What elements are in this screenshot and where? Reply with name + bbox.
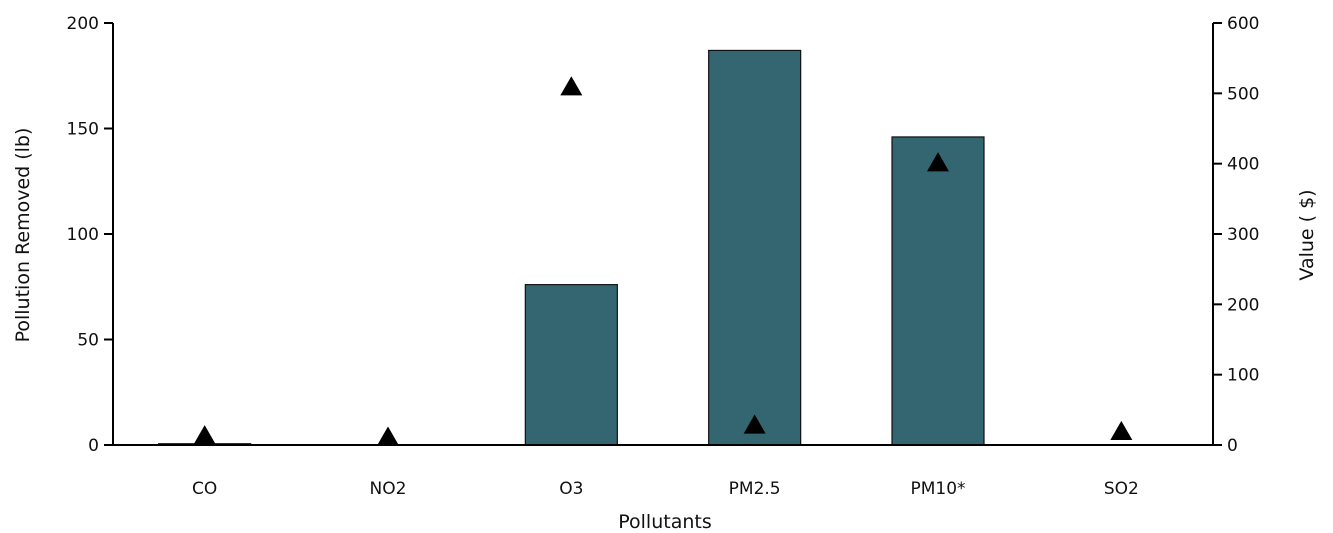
y-left-tick-label: 200 <box>67 14 99 34</box>
x-tick-label: CO <box>192 479 217 499</box>
y-left-tick-label: 150 <box>67 120 99 140</box>
bar-pm25 <box>708 49 802 446</box>
marker-co <box>193 425 216 445</box>
y-right-tick-label: 500 <box>1227 84 1259 104</box>
y-right-tick-label: 200 <box>1227 295 1259 315</box>
y-left-tick-label: 0 <box>88 436 99 456</box>
bar-o3 <box>524 284 618 446</box>
axes: 0 50 100 150 200 0 100 200 300 400 500 600 CO NO2 O3 PM… <box>67 14 1260 499</box>
y-right-tick-label: 400 <box>1227 155 1259 175</box>
y-right-tick-label: 0 <box>1227 436 1238 456</box>
x-tick-label: NO2 <box>370 479 407 499</box>
bars <box>158 49 985 446</box>
x-tick-label: O3 <box>559 479 583 499</box>
bar-pm10 <box>891 136 985 446</box>
y-left-axis-title: Pollution Removed (lb) <box>12 128 34 343</box>
x-tick-label: PM10* <box>910 479 965 499</box>
y-right-tick-label: 300 <box>1227 225 1259 245</box>
marker-pm25 <box>743 414 766 434</box>
y-left-tick-label: 50 <box>77 331 99 351</box>
marker-no2 <box>377 426 399 446</box>
y-right-axis-title: Value ( $) <box>1296 189 1318 280</box>
x-axis-title: Pollutants <box>618 511 712 533</box>
marker-so2 <box>1110 420 1133 440</box>
marker-pm10 <box>927 152 949 172</box>
x-tick-label: SO2 <box>1104 479 1139 499</box>
y-right-tick-label: 600 <box>1227 14 1259 34</box>
markers <box>193 76 1133 446</box>
x-tick-label: PM2.5 <box>729 479 781 499</box>
y-left-tick-label: 100 <box>67 225 99 245</box>
marker-o3 <box>560 76 583 96</box>
y-right-tick-label: 100 <box>1227 366 1259 386</box>
